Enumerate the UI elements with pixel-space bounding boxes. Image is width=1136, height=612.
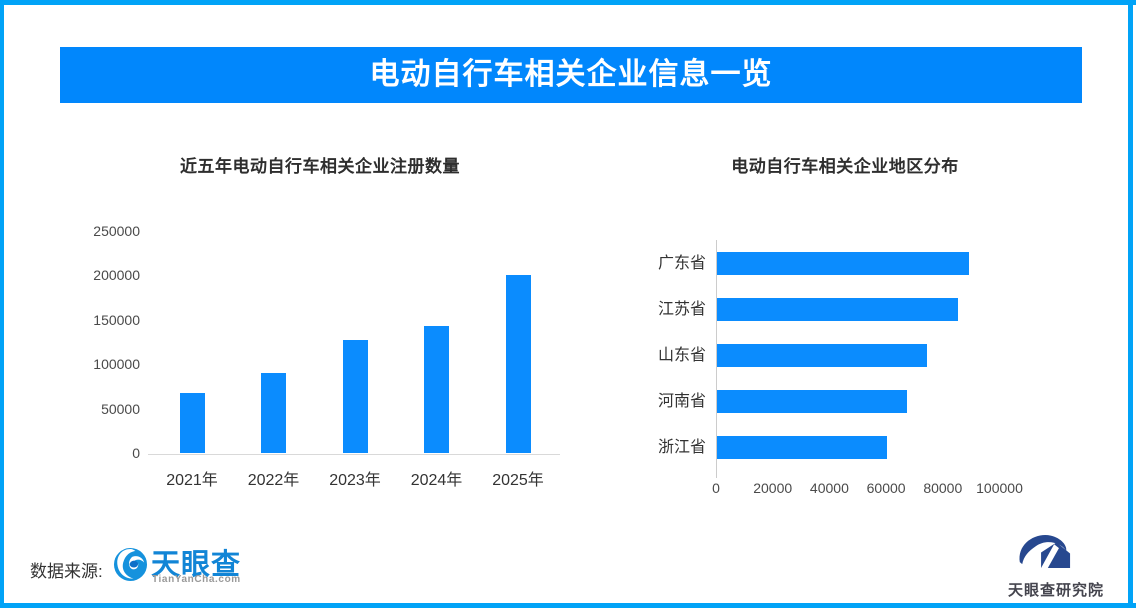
y-category-label: 江苏省	[657, 301, 706, 318]
x-tick-label: 0	[712, 480, 720, 496]
registrations-chart: 近五年电动自行车相关企业注册数量 0 50000 100000 150000 20000…	[60, 140, 580, 500]
regions-chart-title: 电动自行车相关企业地区分布	[731, 157, 959, 176]
y-tick-label: 0	[132, 445, 140, 461]
x-tick-label: 80000	[923, 480, 963, 496]
y-tick-label: 50000	[101, 400, 140, 417]
bar-浙江省	[717, 436, 887, 459]
tianyancha-eye-icon	[113, 547, 148, 582]
x-tick-label: 100000	[976, 480, 1023, 496]
y-tick-label: 250000	[93, 223, 140, 239]
regions-chart: 电动自行车相关企业地区分布 广东省江苏省山东省河南省浙江省 0 20000 40000…	[640, 140, 1080, 500]
bar-山东省	[717, 344, 927, 367]
tianyancha-logo-text: 天眼查	[151, 549, 242, 581]
y-tick-label: 100000	[93, 356, 140, 373]
tianyancha-research-icon	[1019, 535, 1071, 568]
y-category-label: 浙江省	[657, 439, 706, 456]
bar-河南省	[717, 390, 907, 413]
y-axis-line	[716, 240, 717, 478]
x-category-label: 2023年	[329, 472, 381, 489]
x-category-label: 2024年	[410, 472, 463, 489]
research-institute-label: 天眼查研究院	[1007, 582, 1104, 599]
x-tick-label: 20000	[753, 480, 793, 496]
x-category-label: 2021年	[166, 472, 218, 489]
registrations-chart-title: 近五年电动自行车相关企业注册数量	[180, 157, 460, 176]
bar-广东省	[717, 252, 969, 275]
page-frame-left	[0, 0, 4, 608]
bar-江苏省	[717, 298, 958, 321]
data-source-label: 数据来源:	[30, 562, 103, 581]
page-frame-right	[1128, 0, 1133, 608]
bar-2021年	[179, 393, 205, 453]
y-category-label: 广东省	[657, 255, 706, 272]
page-frame-top	[0, 0, 1136, 5]
bar-2024年	[424, 326, 449, 453]
y-tick-label: 200000	[93, 267, 140, 284]
x-category-label: 2022年	[247, 472, 300, 489]
bar-2023年	[342, 340, 368, 453]
y-category-label: 河南省	[657, 393, 706, 410]
y-category-label: 山东省	[657, 347, 706, 364]
x-tick-label: 60000	[866, 480, 906, 496]
bar-2025年	[505, 275, 531, 453]
x-tick-label: 40000	[809, 480, 849, 496]
x-axis-line	[148, 454, 560, 455]
page-title: 电动自行车相关企业信息一览	[60, 47, 1082, 103]
bar-2022年	[261, 373, 286, 453]
page-frame-bottom	[0, 603, 1136, 608]
tianyancha-domain-text: TianYanCha.com	[152, 574, 241, 585]
y-tick-label: 150000	[93, 311, 140, 328]
x-category-label: 2025年	[492, 472, 544, 489]
